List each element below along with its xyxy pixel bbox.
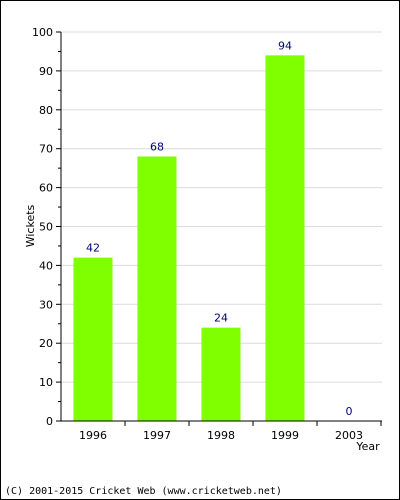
bars — [73, 55, 305, 422]
y-tick-label: 0 — [46, 415, 53, 428]
y-tick-label: 80 — [39, 104, 53, 117]
bar — [265, 55, 305, 422]
bar — [73, 257, 113, 421]
y-tick-label: 50 — [39, 221, 53, 234]
y-tick-label: 100 — [32, 26, 53, 39]
x-tick-label: 1996 — [79, 429, 107, 442]
y-tick-label: 30 — [39, 298, 53, 311]
x-tick-label: 2003 — [335, 429, 363, 442]
y-axis-ticks: 0 10 20 30 40 50 60 70 80 90 100 — [32, 26, 61, 428]
x-tick-label: 1999 — [271, 429, 299, 442]
y-tick-label: 70 — [39, 143, 53, 156]
y-tick-label: 40 — [39, 259, 53, 272]
y-tick-label: 10 — [39, 376, 53, 389]
y-tick-label: 90 — [39, 65, 53, 78]
data-label: 68 — [150, 140, 164, 153]
data-label: 24 — [214, 312, 228, 325]
data-label: 42 — [86, 242, 100, 255]
bar — [201, 327, 241, 421]
x-tick-label: 1997 — [143, 429, 171, 442]
x-tick-label: 1998 — [207, 429, 235, 442]
x-axis-ticks: 1996 1997 1998 1999 2003 — [79, 421, 382, 442]
copyright-footer: (C) 2001-2015 Cricket Web (www.cricketwe… — [5, 486, 282, 497]
y-tick-label: 60 — [39, 182, 53, 195]
data-labels: 42 68 24 94 0 — [86, 39, 353, 418]
data-label: 0 — [346, 405, 353, 418]
y-tick-label: 20 — [39, 337, 53, 350]
x-axis-title: Year — [355, 440, 380, 453]
bar — [137, 156, 177, 422]
data-label: 94 — [278, 39, 292, 52]
gridlines — [61, 31, 382, 383]
y-axis-title: Wickets — [24, 204, 37, 247]
